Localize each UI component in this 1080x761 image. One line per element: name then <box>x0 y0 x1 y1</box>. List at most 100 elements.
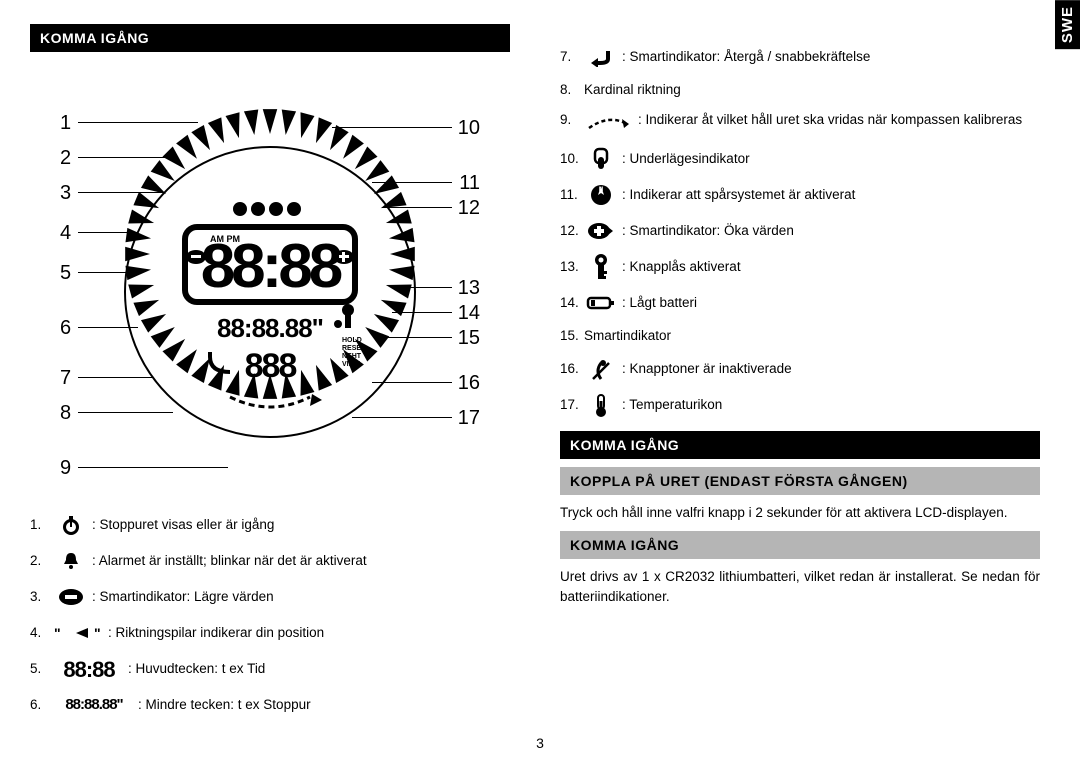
legend-text: : Knapptoner är inaktiverade <box>622 359 1040 379</box>
legend-text: : Smartindikator: Öka värden <box>622 221 1040 241</box>
legend-num: 5. <box>30 659 54 679</box>
legend-list-right: 7. : Smartindikator: Återgå / snabbekräf… <box>560 44 1040 419</box>
legend-text: : Alarmet är inställt; blinkar när det ä… <box>92 551 510 571</box>
low-battery-icon <box>584 290 618 316</box>
legend-16: 16. : Knapptoner är inaktiverade <box>560 357 1040 383</box>
diag-num-10: 10 <box>458 117 480 140</box>
legend-text: : Temperaturikon <box>622 395 1040 415</box>
lcd-big-icon: 88:88 <box>54 656 124 682</box>
watch-face-svg: 88:88 AM PM 88:88.88" 888 HOLD RESET NEH… <box>120 142 420 442</box>
bell-icon <box>54 548 88 574</box>
thermometer-icon <box>584 393 618 419</box>
lcd-small-icon: 88:88.88" <box>54 692 134 718</box>
svg-text:N: N <box>599 187 603 193</box>
legend-num: 14. <box>560 293 584 313</box>
diag-num-1: 1 <box>60 112 71 135</box>
diag-num-4: 4 <box>60 222 71 245</box>
legend-text: : Huvudtecken: t ex Tid <box>128 659 510 679</box>
svg-text:": " <box>94 626 101 640</box>
diag-num-17: 17 <box>458 407 480 430</box>
svg-text:RESET: RESET <box>342 345 366 352</box>
legend-num: 13. <box>560 257 584 277</box>
diag-num-15: 15 <box>458 327 480 350</box>
watch-diagram: 1 2 3 4 5 6 7 8 9 10 11 12 13 14 15 16 1… <box>30 92 510 492</box>
right-column: SWE 7. : Smartindikator: Återgå / snabbe… <box>540 0 1080 761</box>
north-compass-icon: N <box>584 182 618 208</box>
header-komma-igang-left: KOMMA IGÅNG <box>30 24 510 52</box>
return-arrow-icon <box>584 44 618 70</box>
legend-num: 2. <box>30 551 54 571</box>
para-batteri: Uret drivs av 1 x CR2032 lithiumbatteri,… <box>560 567 1040 608</box>
legend-num: 16. <box>560 359 584 379</box>
legend-text: : Mindre tecken: t ex Stoppur <box>138 695 510 715</box>
legend-4: 4. " " : Riktningspilar indikerar din po… <box>30 620 510 646</box>
legend-num: 8. <box>560 80 584 100</box>
legend-5: 5. 88:88 : Huvudtecken: t ex Tid <box>30 656 510 682</box>
legend-9: 9. : Indikerar åt vilket håll uret ska v… <box>560 110 1040 136</box>
legend-num: 3. <box>30 587 54 607</box>
diag-num-14: 14 <box>458 302 480 325</box>
subheader-komma: KOMMA IGÅNG <box>560 531 1040 559</box>
minus-pill-icon <box>54 584 88 610</box>
svg-text:": " <box>54 626 61 640</box>
legend-num: 11. <box>560 185 584 205</box>
legend-3: 3. : Smartindikator: Lägre värden <box>30 584 510 610</box>
swe-tab: SWE <box>1055 0 1080 49</box>
svg-text:NEHT: NEHT <box>342 353 362 360</box>
legend-num: 17. <box>560 395 584 415</box>
page-number: 3 <box>536 735 544 751</box>
legend-14: 14. : Lågt batteri <box>560 290 1040 316</box>
stopwatch-icon <box>54 512 88 538</box>
svg-text:VIEW: VIEW <box>342 361 360 368</box>
legend-text: : Smartindikator: Lägre värden <box>92 587 510 607</box>
legend-num: 15. <box>560 326 584 346</box>
legend-text: : Lågt batteri <box>622 293 1040 313</box>
legend-num: 1. <box>30 515 54 535</box>
svg-text:88:88.88": 88:88.88" <box>217 313 323 343</box>
legend-text: : Knapplås aktiverat <box>622 257 1040 277</box>
legend-text: : Indikerar att spårsystemet är aktivera… <box>622 185 1040 205</box>
diag-num-9: 9 <box>60 457 71 480</box>
dashed-arrow-icon <box>584 110 634 136</box>
plus-pill-icon <box>584 218 618 244</box>
legend-list-left: 1. : Stoppuret visas eller är igång 2. :… <box>30 512 510 718</box>
diag-num-12: 12 <box>458 197 480 220</box>
legend-10: 10. : Underlägesindikator <box>560 146 1040 172</box>
legend-2: 2. : Alarmet är inställt; blinkar när de… <box>30 548 510 574</box>
diag-num-7: 7 <box>60 367 71 390</box>
diag-num-8: 8 <box>60 402 71 425</box>
legend-text: : Stoppuret visas eller är igång <box>92 515 510 535</box>
legend-7: 7. : Smartindikator: Återgå / snabbekräf… <box>560 44 1040 70</box>
diag-num-16: 16 <box>458 372 480 395</box>
legend-text: Smartindikator <box>584 326 1040 346</box>
legend-text: : Riktningspilar indikerar din position <box>108 623 510 643</box>
diag-num-5: 5 <box>60 262 71 285</box>
legend-num: 10. <box>560 149 584 169</box>
legend-11: 11. N : Indikerar att spårsystemet är ak… <box>560 182 1040 208</box>
diag-num-3: 3 <box>60 182 71 205</box>
legend-12: 12. : Smartindikator: Öka värden <box>560 218 1040 244</box>
legend-text: : Underlägesindikator <box>622 149 1040 169</box>
svg-text:HOLD: HOLD <box>342 337 362 344</box>
subheader-koppla: KOPPLA PÅ URET (ENDAST FÖRSTA GÅNGEN) <box>560 467 1040 495</box>
legend-8: 8. Kardinal riktning <box>560 80 1040 100</box>
para-koppla: Tryck och håll inne valfri knapp i 2 sek… <box>560 503 1040 523</box>
legend-1: 1. : Stoppuret visas eller är igång <box>30 512 510 538</box>
sublayer-icon <box>584 146 618 172</box>
diag-num-2: 2 <box>60 147 71 170</box>
mute-icon <box>584 357 618 383</box>
legend-num: 9. <box>560 110 584 130</box>
legend-num: 4. <box>30 623 54 643</box>
legend-num: 12. <box>560 221 584 241</box>
legend-15: 15. Smartindikator <box>560 326 1040 346</box>
legend-num: 7. <box>560 47 584 67</box>
legend-6: 6. 88:88.88" : Mindre tecken: t ex Stopp… <box>30 692 510 718</box>
diag-num-11: 11 <box>459 172 480 195</box>
key-icon <box>584 254 618 280</box>
svg-text:AM PM: AM PM <box>210 234 240 244</box>
legend-text: : Indikerar åt vilket håll uret ska vrid… <box>638 110 1040 130</box>
diag-num-13: 13 <box>458 277 480 300</box>
svg-text:888: 888 <box>245 347 297 385</box>
legend-num: 6. <box>30 695 54 715</box>
diag-num-6: 6 <box>60 317 71 340</box>
